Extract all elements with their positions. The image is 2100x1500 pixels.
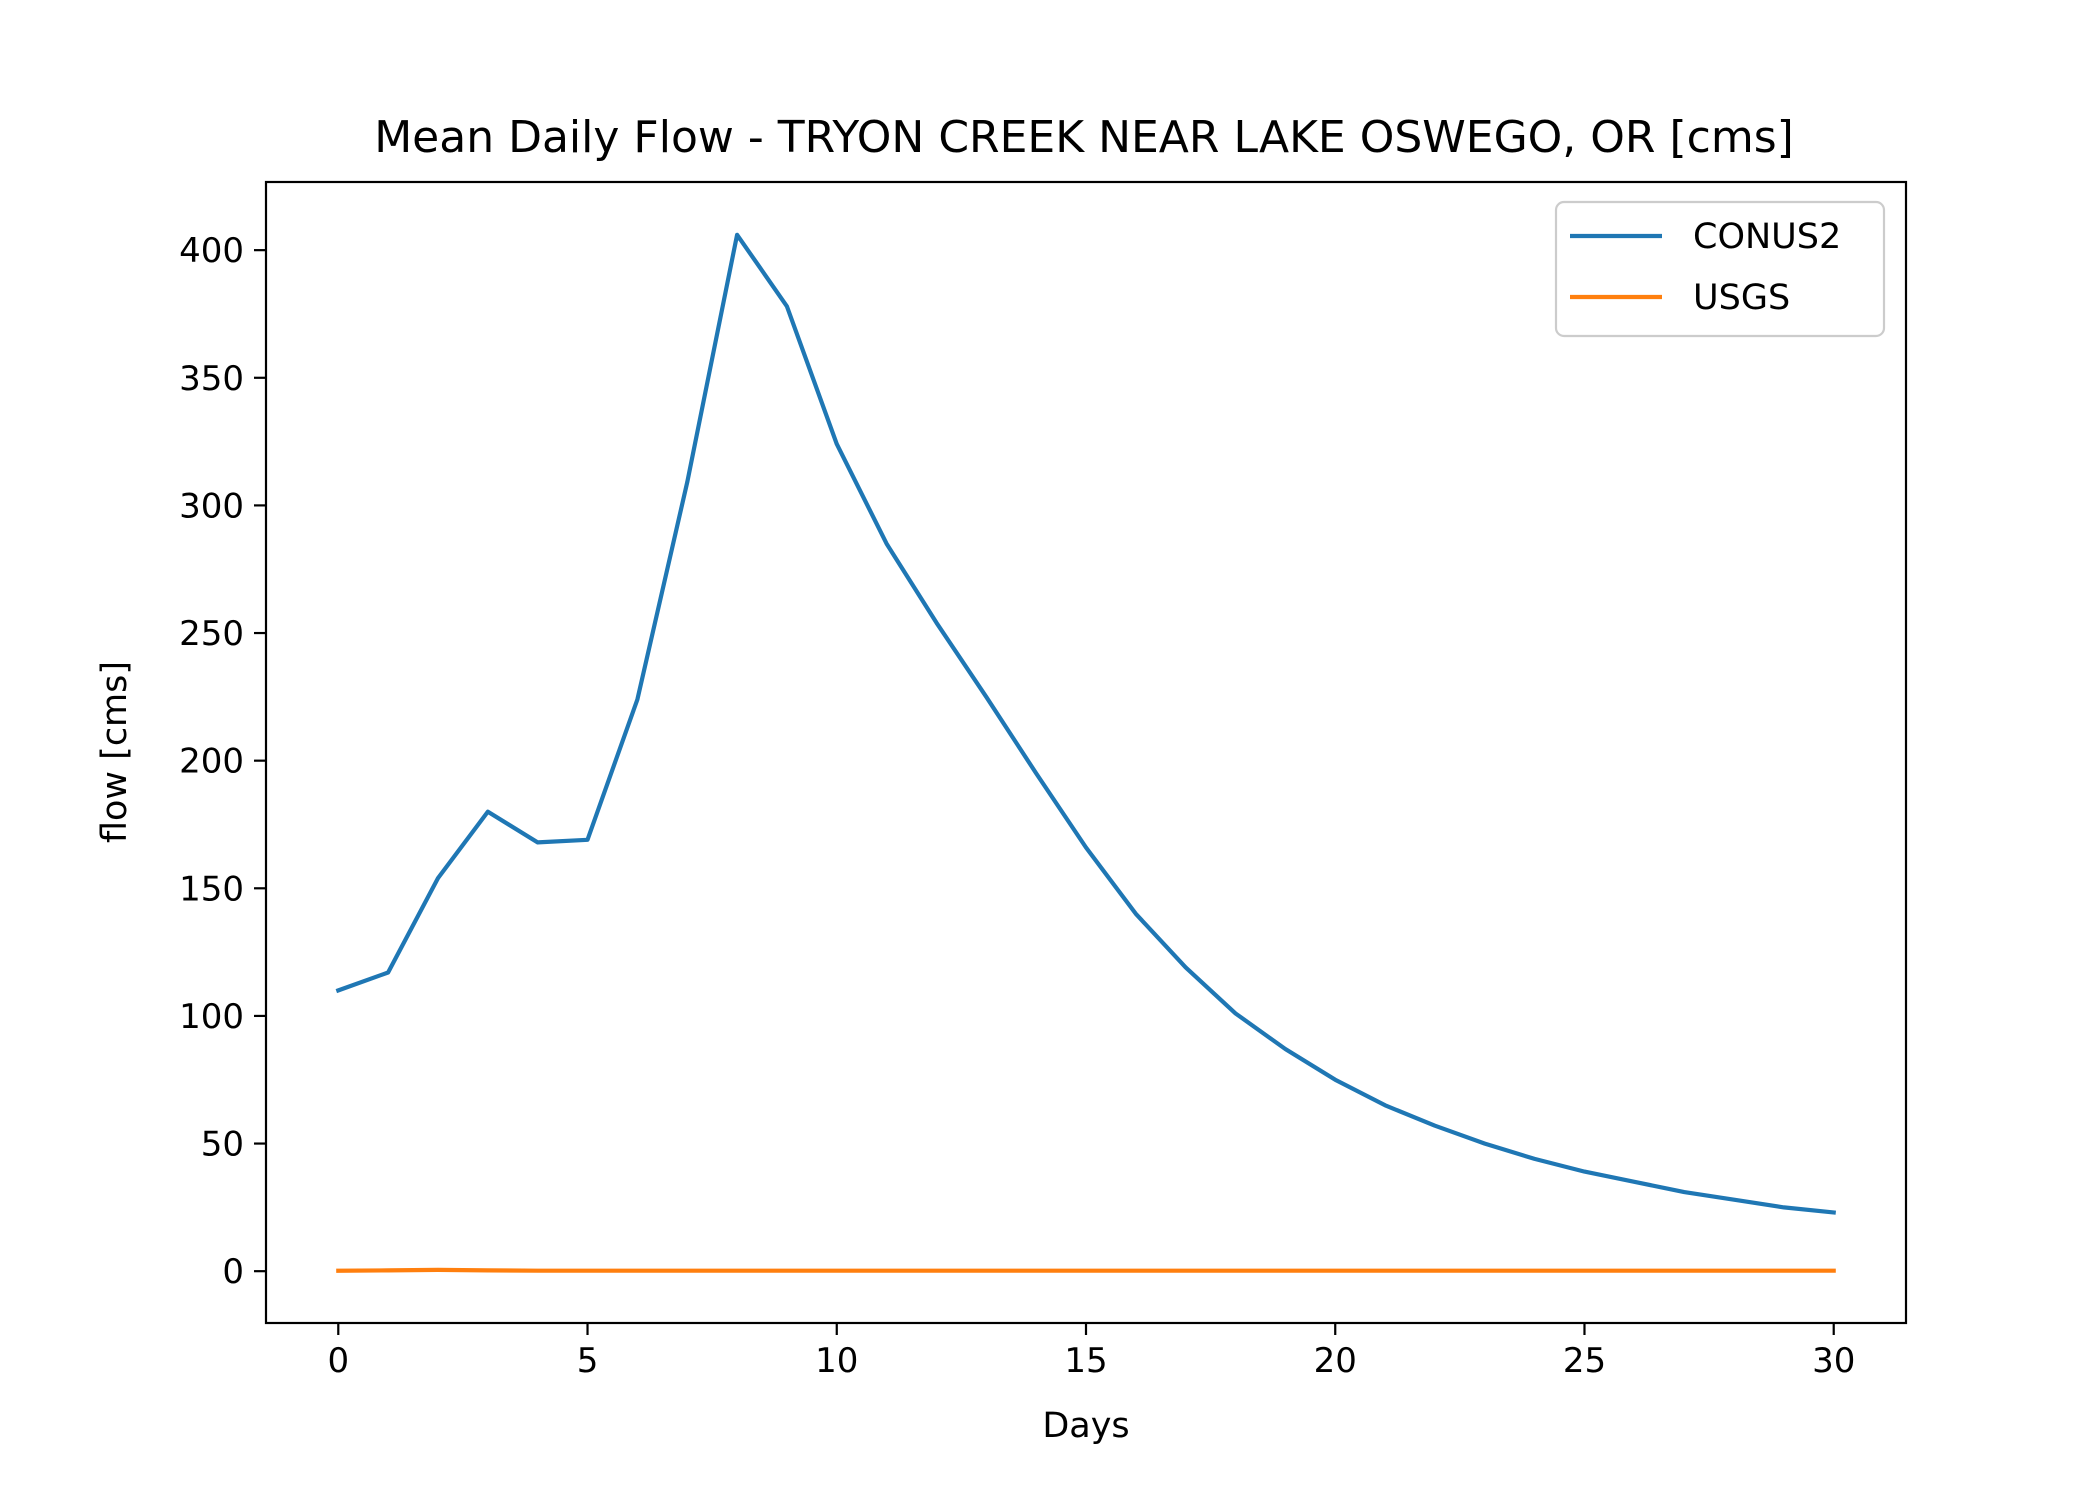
- y-tick-label: 150: [179, 869, 244, 909]
- x-tick-label: 10: [815, 1341, 858, 1381]
- series-layer: [335, 232, 1837, 1273]
- y-axis-ticks: 0 50 100 150 200 250 300 350 400: [179, 231, 266, 1292]
- y-tick-label: 200: [179, 742, 244, 782]
- x-tick-label: 25: [1563, 1341, 1606, 1381]
- y-tick-label: 300: [179, 486, 244, 526]
- x-tick-label: 20: [1314, 1341, 1357, 1381]
- legend-label-conus2: CONUS2: [1693, 217, 1841, 257]
- y-tick-label: 250: [179, 614, 244, 654]
- chart-title: Mean Daily Flow - TRYON CREEK NEAR LAKE …: [374, 112, 1794, 163]
- y-axis-label: flow [cms]: [95, 661, 135, 843]
- y-tick-label: 100: [179, 997, 244, 1037]
- legend: CONUS2 USGS: [1554, 200, 1886, 338]
- x-tick-label: 0: [327, 1341, 349, 1381]
- x-tick-label: 5: [577, 1341, 599, 1381]
- legend-label-usgs: USGS: [1693, 278, 1790, 318]
- y-tick-label: 50: [201, 1125, 244, 1165]
- x-tick-label: 30: [1812, 1341, 1855, 1381]
- x-axis-ticks: 0 5 10 15 20 25 30: [327, 1323, 1855, 1381]
- x-tick-label: 15: [1064, 1341, 1107, 1381]
- y-tick-label: 400: [179, 231, 244, 271]
- y-tick-label: 350: [179, 359, 244, 399]
- series-line-conus2: [335, 232, 1837, 1215]
- series-line-usgs: [336, 1267, 1836, 1273]
- x-axis-label: Days: [1042, 1406, 1129, 1446]
- y-tick-label: 0: [222, 1252, 244, 1292]
